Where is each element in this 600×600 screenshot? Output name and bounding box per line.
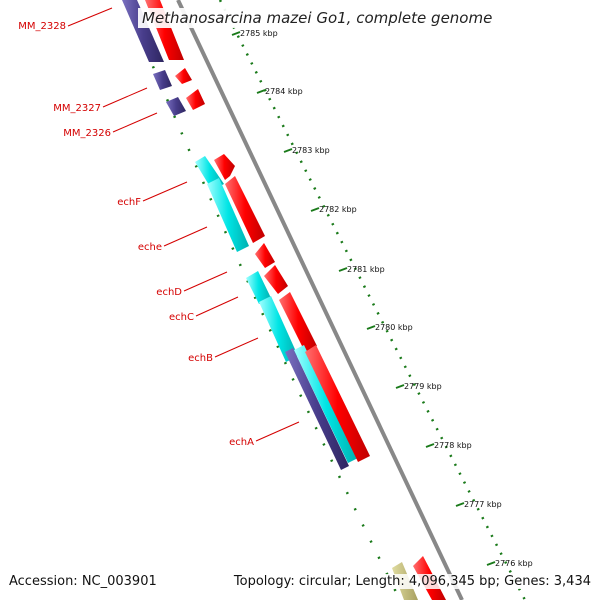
accession-text: Accession: NC_003901: [9, 574, 157, 589]
label-line-echb: [214, 337, 259, 358]
tick-label: 2783 kbp: [292, 146, 330, 155]
label-line-mm2326: [112, 112, 158, 133]
gene-mm2326-b: [186, 89, 205, 110]
tick-mark: [395, 384, 405, 389]
gene-label-eche: eche: [138, 242, 162, 253]
gene-label-mm2327: MM_2327: [53, 103, 101, 114]
tick-label: 2776 kbp: [495, 559, 533, 568]
label-line-echd: [183, 271, 228, 292]
tick-mark: [283, 148, 293, 153]
tick-mark: [455, 502, 465, 507]
gene-label-echb: echB: [188, 353, 213, 364]
genome-summary-text: Topology: circular; Length: 4,096,345 bp…: [233, 574, 591, 589]
label-line-echf: [142, 181, 188, 202]
gene-echf-fwd: [214, 154, 235, 180]
backbone-ring: [176, 0, 464, 600]
gene-echb-fwd: [279, 292, 317, 352]
tick-label: 2781 kbp: [347, 265, 385, 274]
gene-mm2328-a: [122, 0, 164, 62]
gene-label-mm2326: MM_2326: [63, 128, 111, 139]
gene-eche-rev: [207, 178, 249, 252]
gene-label-echc: echC: [169, 312, 194, 323]
gene-echc-fwd: [264, 265, 288, 294]
tick-label: 2779 kbp: [404, 382, 442, 391]
tick-mark: [486, 561, 496, 566]
gene-echa-other: [285, 348, 349, 470]
tick-label: 2780 kbp: [375, 323, 413, 332]
tick-mark: [310, 207, 320, 212]
gene-label-echa: echA: [229, 437, 254, 448]
gene-echa-rev: [294, 345, 358, 463]
tick-label: 2784 kbp: [265, 87, 303, 96]
gene-echa-fwd: [305, 345, 370, 462]
label-line-mm2327: [102, 87, 148, 108]
tick-mark: [256, 89, 266, 94]
label-line-mm2328: [67, 7, 113, 27]
label-line-echa: [255, 421, 300, 442]
gene-mm2327-b: [175, 68, 192, 84]
gene-eche-fwd: [225, 176, 265, 243]
gene-mm2326-a: [166, 97, 186, 116]
gene-labels: MM_2328 MM_2327 MM_2326 echF eche echD e…: [18, 21, 254, 448]
gene-label-echf: echF: [117, 197, 141, 208]
tick-layer: 2785 kbp 2784 kbp 2783 kbp 2782 kbp 2781 kbp…: [231, 29, 533, 568]
tick-mark: [231, 31, 241, 36]
tick-label: 2777 kbp: [464, 500, 502, 509]
tick-label: 2778 kbp: [434, 441, 472, 450]
gene-echb-rev: [259, 296, 298, 362]
gene-layer: [122, 0, 446, 600]
gene-label-lines: [67, 7, 300, 442]
label-line-eche: [163, 226, 208, 247]
tick-mark: [366, 325, 376, 330]
map-title: Methanosarcina mazei Go1, complete genom…: [138, 8, 497, 28]
tick-mark: [425, 443, 435, 448]
tick-mark: [338, 267, 348, 272]
gene-mm2327-a: [153, 70, 172, 90]
gene-echc-rev: [246, 271, 271, 304]
label-line-echc: [195, 296, 239, 317]
gene-label-echd: echD: [156, 287, 182, 298]
gene-echd: [255, 243, 275, 268]
gene-label-mm2328: MM_2328: [18, 21, 66, 32]
tick-label: 2785 kbp: [240, 29, 278, 38]
tick-label: 2782 kbp: [319, 205, 357, 214]
